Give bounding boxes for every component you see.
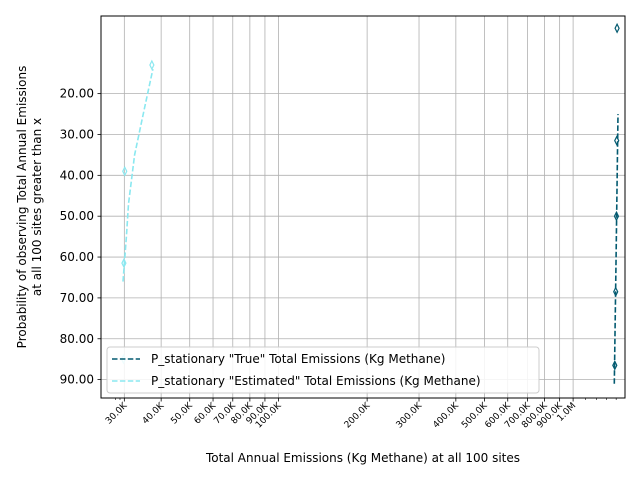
series-point-0 xyxy=(613,210,620,222)
legend-label-estimated: P_stationary "Estimated" Total Emissions… xyxy=(151,374,481,388)
series-point-1 xyxy=(121,257,127,269)
x-axis-label: Total Annual Emissions (Kg Methane) at a… xyxy=(205,451,520,465)
series-point-1 xyxy=(149,59,155,71)
series-lines xyxy=(122,68,619,384)
y-tick-label: 50.00 xyxy=(60,209,94,223)
legend-box xyxy=(106,346,540,394)
legend: P_stationary "True" Total Emissions (Kg … xyxy=(106,346,540,394)
y-axis-label: Probability of observing Total Annual Em… xyxy=(15,66,29,349)
y-tick-label: 80.00 xyxy=(60,332,94,346)
y-tick-label: 20.00 xyxy=(60,87,94,101)
series-point-1 xyxy=(122,165,128,177)
series-point-0 xyxy=(614,22,620,34)
plot-frame xyxy=(100,15,626,399)
y-tick-label: 90.00 xyxy=(60,373,94,387)
y-tick-label: 30.00 xyxy=(60,127,94,141)
series-line-0 xyxy=(613,114,619,384)
y-axis-label-line-2: at all 100 sites greater than x xyxy=(30,118,44,296)
legend-label-true: P_stationary "True" Total Emissions (Kg … xyxy=(151,352,445,366)
series-point-0 xyxy=(612,359,618,371)
y-tick-label: 70.00 xyxy=(60,291,94,305)
y-tick-label: 40.00 xyxy=(60,168,94,182)
y-axis-ticks: 20.00 30.00 40.00 50.00 60.00 70.00 80.00 90.00 xyxy=(60,87,101,387)
series-point-0 xyxy=(613,286,619,298)
grid xyxy=(101,16,625,398)
series-point-0 xyxy=(614,135,620,146)
y-tick-label: 60.00 xyxy=(60,250,94,264)
